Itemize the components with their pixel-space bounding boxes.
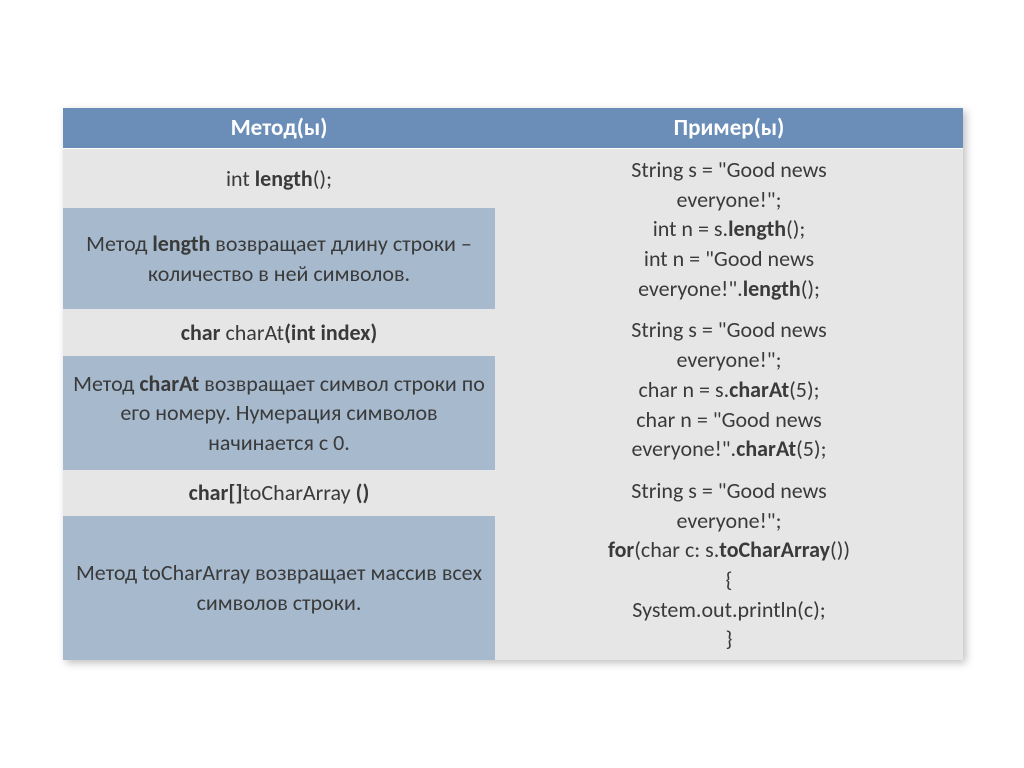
text: toCharArray — [243, 479, 356, 506]
text-bold: () — [356, 479, 370, 506]
text: char n = s. — [638, 376, 729, 403]
text-bold: charAt — [736, 435, 796, 462]
method-description: Метод charAt возвращает символ строки по… — [63, 356, 495, 470]
table-row: int length(); String s = "Good news ever… — [63, 149, 963, 209]
table-row: char[]toCharArray () String s = "Good ne… — [63, 470, 963, 516]
text: everyone!". — [631, 435, 736, 462]
text: System.out.println(c); — [632, 596, 825, 623]
text: int n = "Good news — [644, 245, 814, 272]
text: { — [726, 566, 733, 593]
text-bold: length — [743, 275, 801, 302]
example-cell: String s = "Good news everyone!"; for(ch… — [495, 470, 963, 660]
text-bold: char[] — [189, 479, 243, 506]
text: (5); — [789, 376, 819, 403]
text: (); — [313, 165, 332, 192]
text: int n = s. — [653, 215, 728, 242]
text: everyone!"; — [677, 186, 782, 213]
method-signature: char charAt(int index) — [63, 309, 495, 356]
header-examples: Пример(ы) — [495, 108, 963, 149]
text: everyone!". — [638, 275, 743, 302]
text: everyone!"; — [677, 507, 782, 534]
text: char n = "Good news — [636, 406, 821, 433]
text: Метод toCharArray возвращает массив всех… — [76, 559, 482, 616]
text: charAt — [220, 319, 284, 346]
text-bold: length — [152, 230, 210, 257]
text-bold: char — [181, 319, 221, 346]
text: ()) — [830, 536, 850, 563]
table-header-row: Метод(ы) Пример(ы) — [63, 108, 963, 149]
example-cell: String s = "Good news everyone!"; char n… — [495, 309, 963, 469]
text: (char c: s. — [634, 536, 719, 563]
method-signature: char[]toCharArray () — [63, 470, 495, 516]
text: (); — [801, 275, 820, 302]
text: int — [226, 165, 255, 192]
text: everyone!"; — [677, 346, 782, 373]
text: } — [726, 625, 733, 652]
text-bold: charAt — [729, 376, 789, 403]
methods-table: Метод(ы) Пример(ы) int length(); String … — [63, 108, 963, 660]
text: (); — [786, 215, 805, 242]
text: String s = "Good news — [631, 477, 827, 504]
example-cell: String s = "Good news everyone!"; int n … — [495, 149, 963, 310]
method-description: Метод length возвращает длину строки – к… — [63, 208, 495, 309]
text-bold: length — [255, 165, 313, 192]
text-bold: length — [728, 215, 786, 242]
table: Метод(ы) Пример(ы) int length(); String … — [63, 108, 963, 660]
text: Метод — [86, 230, 152, 257]
text-bold: charAt — [139, 370, 199, 397]
table-row: char charAt(int index) String s = "Good … — [63, 309, 963, 356]
text-bold: (int index) — [284, 319, 377, 346]
header-methods: Метод(ы) — [63, 108, 495, 149]
text: String s = "Good news — [631, 156, 827, 183]
text: Метод — [73, 370, 139, 397]
text: (5); — [796, 435, 826, 462]
text: String s = "Good news — [631, 316, 827, 343]
text-bold: toCharArray — [719, 536, 830, 563]
method-signature: int length(); — [63, 149, 495, 209]
method-description: Метод toCharArray возвращает массив всех… — [63, 516, 495, 660]
text-bold: for — [608, 536, 634, 563]
